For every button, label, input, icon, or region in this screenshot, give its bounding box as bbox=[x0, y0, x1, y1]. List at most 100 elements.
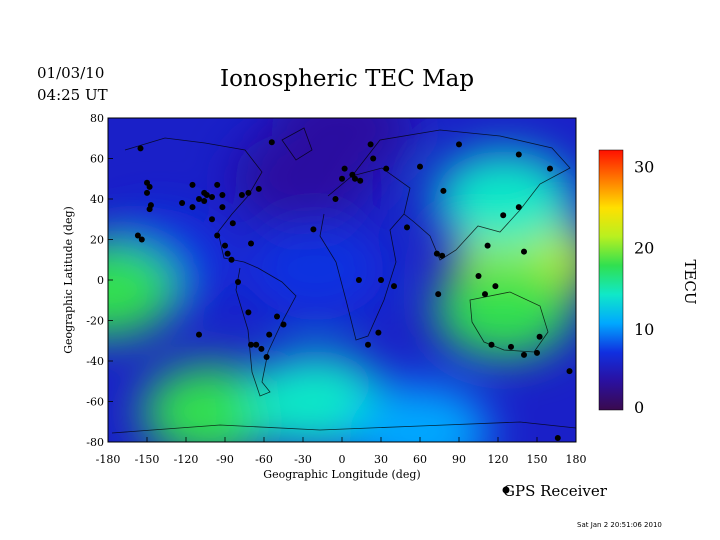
gps-receiver-point bbox=[255, 185, 262, 192]
gps-receiver-point bbox=[238, 191, 245, 198]
gps-receiver-point bbox=[404, 224, 410, 231]
gps-receiver-point bbox=[515, 151, 522, 158]
gps-receiver-point bbox=[179, 200, 186, 207]
gps-receiver-point bbox=[189, 204, 196, 211]
gps-receiver-point bbox=[146, 183, 153, 190]
gps-receiver-point bbox=[209, 216, 215, 223]
gps-receiver-point bbox=[391, 283, 397, 290]
colorbar-tick-label: 30 bbox=[634, 157, 654, 176]
gps-receiver-point bbox=[146, 206, 153, 213]
x-tick-label: -150 bbox=[135, 453, 160, 466]
tec-region-asia-north bbox=[434, 151, 575, 247]
gps-receiver-point bbox=[435, 291, 442, 298]
y-tick-label: 60 bbox=[90, 153, 104, 166]
tec-region-south-atlantic bbox=[246, 353, 386, 442]
y-tick-label: -80 bbox=[86, 436, 104, 449]
gps-receiver-point bbox=[536, 333, 543, 340]
gps-receiver-point bbox=[439, 252, 446, 259]
gps-receiver-point bbox=[248, 341, 254, 348]
gps-receiver-point bbox=[224, 250, 231, 257]
gps-receiver-point bbox=[268, 139, 275, 146]
gps-receiver-point bbox=[222, 242, 228, 249]
gps-receiver-point bbox=[258, 345, 265, 352]
gps-receiver-point bbox=[214, 232, 221, 239]
gps-receiver-point bbox=[482, 291, 488, 298]
gps-receiver-point bbox=[500, 212, 507, 219]
gps-receiver-point bbox=[280, 321, 287, 328]
gps-receiver-point bbox=[521, 351, 527, 358]
colorbar-tick-label: 20 bbox=[634, 239, 654, 258]
gps-receiver-point bbox=[235, 279, 241, 286]
gps-receiver-point bbox=[274, 313, 280, 320]
gps-legend-label: GPS Receiver bbox=[503, 482, 607, 500]
timestamp-footer: Sat Jan 2 20:51:06 2010 bbox=[577, 521, 662, 529]
gps-receiver-point bbox=[365, 341, 371, 348]
tec-region-south-pacific bbox=[142, 363, 282, 442]
gps-receiver-point bbox=[263, 353, 270, 360]
gps-receiver-point bbox=[367, 141, 374, 148]
gps-receiver-point bbox=[357, 177, 364, 184]
gps-receiver-point bbox=[515, 204, 522, 211]
gps-receiver-point bbox=[508, 343, 514, 350]
x-tick-label: 150 bbox=[527, 453, 548, 466]
gps-receiver-point bbox=[144, 189, 150, 196]
gps-receiver-point bbox=[214, 181, 221, 188]
x-tick-label: -90 bbox=[216, 453, 234, 466]
gps-receiver-point bbox=[228, 256, 235, 263]
gps-receiver-point bbox=[209, 193, 215, 200]
colorbar-tick-label: 0 bbox=[634, 398, 644, 417]
gps-receiver-point bbox=[310, 226, 317, 233]
colorbar bbox=[598, 149, 624, 411]
tec-region-atlantic-low bbox=[246, 221, 386, 318]
gps-receiver-point bbox=[383, 165, 390, 172]
gps-receiver-point bbox=[137, 145, 144, 152]
gps-receiver-point bbox=[245, 309, 252, 316]
gps-receiver-point bbox=[352, 175, 358, 182]
gps-receiver-point bbox=[201, 198, 208, 205]
gps-receiver-point bbox=[189, 181, 196, 188]
x-tick-label: 60 bbox=[413, 453, 427, 466]
gps-receiver-point bbox=[534, 349, 540, 356]
gps-receiver-point bbox=[245, 189, 252, 196]
gps-receiver-point bbox=[492, 283, 499, 290]
gps-receiver-point bbox=[219, 191, 226, 198]
x-axis-label: Geographic Longitude (deg) bbox=[263, 468, 420, 481]
gps-receiver-point bbox=[196, 196, 202, 202]
gps-receiver-point bbox=[484, 242, 491, 249]
y-tick-label: 0 bbox=[97, 274, 104, 287]
gps-receiver-point bbox=[266, 331, 273, 338]
gps-receiver-point bbox=[475, 272, 482, 279]
gps-receiver-point bbox=[378, 277, 384, 283]
x-tick-label: 120 bbox=[488, 453, 509, 466]
chart-title: Ionospheric TEC Map bbox=[220, 66, 475, 92]
date-label: 01/03/10 bbox=[37, 64, 105, 82]
gps-receiver-point bbox=[433, 250, 440, 257]
x-tick-label: -120 bbox=[174, 453, 199, 466]
coastline-outlines bbox=[111, 127, 576, 434]
x-tick-label: 0 bbox=[339, 453, 346, 466]
gps-receiver-point bbox=[488, 341, 495, 348]
gps-receiver-point bbox=[566, 368, 573, 375]
gps-receiver-point bbox=[203, 191, 210, 198]
time-label: 04:25 UT bbox=[37, 86, 108, 104]
tec-region-north-mid bbox=[233, 130, 373, 227]
gps-receiver-point bbox=[341, 165, 348, 172]
gps-receiver-point bbox=[417, 163, 423, 170]
gps-receiver-point bbox=[554, 434, 561, 441]
gps-receiver-point bbox=[253, 341, 260, 348]
colorbar-label: TECU bbox=[681, 259, 699, 304]
gps-receiver-point bbox=[248, 240, 254, 247]
gps-receiver-point bbox=[440, 187, 447, 194]
x-tick-label: -180 bbox=[96, 453, 121, 466]
gps-receiver-point bbox=[355, 277, 362, 283]
tec-region-australia bbox=[434, 262, 575, 359]
gps-receiver-point bbox=[521, 248, 527, 255]
gps-legend-marker bbox=[502, 486, 510, 494]
y-tick-label: -40 bbox=[86, 355, 104, 368]
y-tick-label: 40 bbox=[90, 193, 104, 206]
x-tick-label: 30 bbox=[374, 453, 388, 466]
y-axis-label: Geographic Latitude (deg) bbox=[62, 206, 75, 354]
tec-region-east-pacific-peak bbox=[108, 242, 178, 339]
y-tick-label: -60 bbox=[86, 396, 104, 409]
